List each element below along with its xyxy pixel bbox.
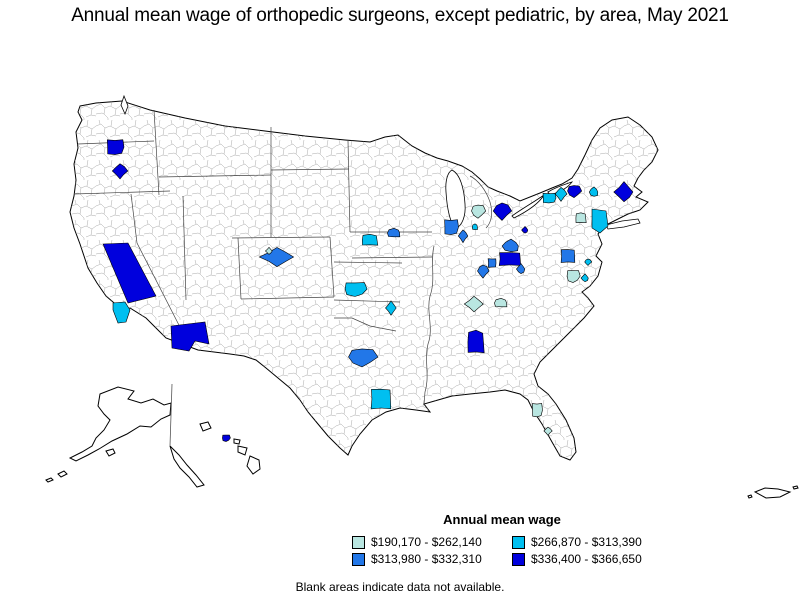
metro-area	[521, 225, 529, 234]
metro-area	[170, 321, 210, 352]
metro-area	[567, 185, 583, 198]
puerto-rico	[747, 485, 799, 499]
metro-area	[361, 233, 379, 246]
legend-item: $336,400 - $366,650	[512, 552, 652, 566]
metro-area	[106, 139, 125, 155]
metro-area	[516, 263, 526, 275]
metro-area	[264, 246, 273, 255]
legend-item: $190,170 - $262,140	[352, 535, 512, 549]
legend-swatch-band4	[512, 552, 525, 566]
metro-area	[487, 258, 497, 268]
metro-area	[344, 282, 368, 297]
legend-label-band4: $336,400 - $366,650	[531, 552, 642, 566]
metro-area	[492, 202, 513, 221]
metro-area	[258, 247, 295, 267]
metro-area	[222, 434, 231, 442]
footnote: Blank areas indicate data not available.	[295, 580, 505, 594]
legend-label-band1: $190,170 - $262,140	[371, 535, 482, 549]
metro-area	[543, 426, 553, 436]
metro-area	[501, 238, 519, 253]
metro-area	[444, 219, 459, 235]
alaska	[45, 94, 205, 488]
metro-area	[584, 258, 593, 266]
metro-area	[471, 204, 487, 219]
state-borders	[73, 109, 492, 406]
metro-areas-layer	[102, 139, 634, 442]
legend-grid: $190,170 - $262,140 $266,870 - $313,390 …	[352, 535, 652, 566]
metro-area	[575, 212, 587, 224]
metro-area	[580, 273, 589, 283]
metro-area	[542, 192, 557, 204]
metro-area	[467, 329, 485, 354]
legend-label-band2: $266,870 - $313,390	[531, 535, 642, 549]
metro-area	[463, 295, 484, 313]
metro-area	[560, 249, 576, 263]
metro-area	[498, 252, 522, 266]
metro-area	[370, 388, 392, 410]
metro-area	[111, 163, 129, 180]
page-title: Annual mean wage of orthopedic surgeons,…	[71, 5, 729, 26]
legend-item: $313,980 - $332,310	[352, 552, 512, 566]
metro-area	[348, 348, 379, 368]
metro-area	[494, 297, 508, 308]
metro-area	[588, 186, 599, 197]
metro-area	[112, 301, 131, 324]
metro-area	[477, 264, 490, 279]
legend-swatch-band1	[352, 535, 365, 549]
metro-area	[531, 403, 543, 418]
legend-label-band3: $313,980 - $332,310	[371, 552, 482, 566]
legend-swatch-band2	[512, 535, 525, 549]
metro-area	[457, 229, 469, 244]
metro-area	[613, 181, 634, 203]
metro-area	[566, 270, 581, 283]
legend-swatch-band3	[352, 552, 365, 566]
long-island	[605, 218, 641, 230]
hawaii-islands	[199, 421, 261, 475]
metro-area	[387, 227, 401, 238]
metro-area	[554, 186, 568, 202]
metro-area	[102, 242, 157, 304]
legend-title: Annual mean wage	[443, 512, 561, 527]
metro-area	[471, 223, 478, 230]
great-lakes	[445, 169, 574, 229]
metro-area	[385, 300, 397, 316]
legend-item: $266,870 - $313,390	[512, 535, 652, 549]
legend: Annual mean wage $190,170 - $262,140 $26…	[352, 512, 652, 566]
metro-area	[591, 208, 609, 234]
